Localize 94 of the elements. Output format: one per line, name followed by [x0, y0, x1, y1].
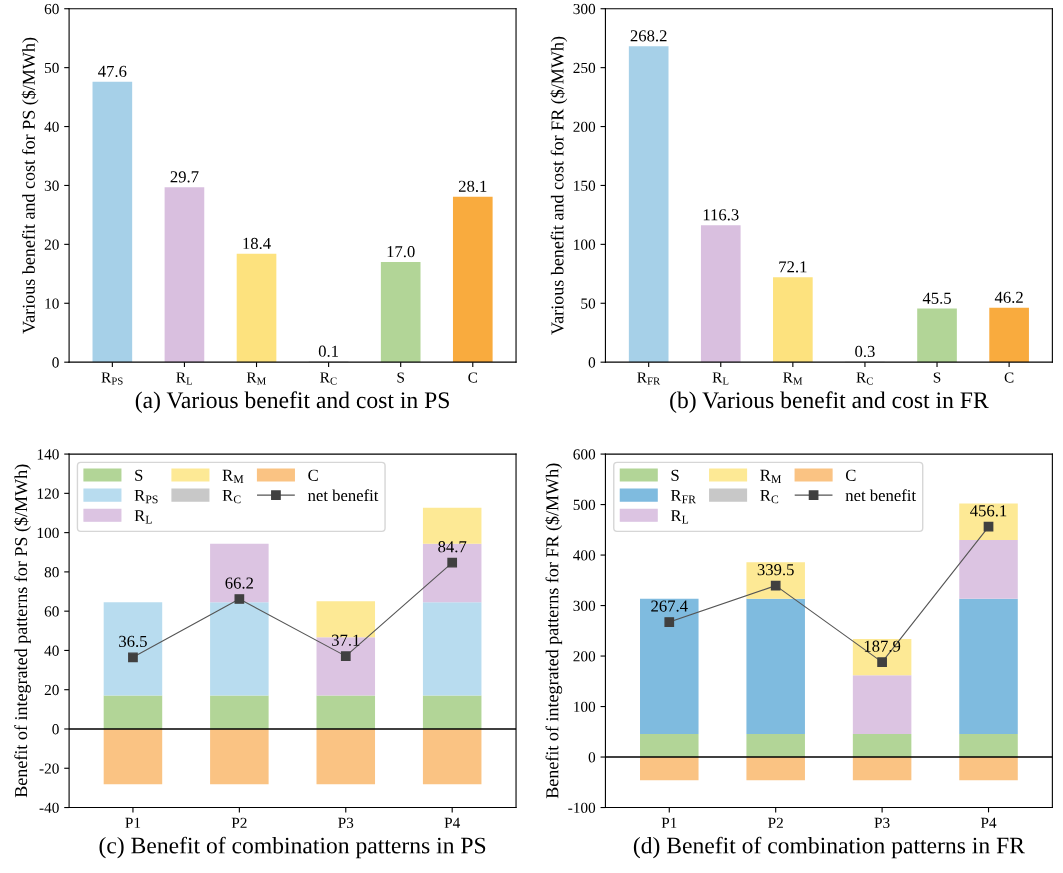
y-tick-label: 200 [573, 121, 596, 132]
y-tick-label: 300 [573, 3, 596, 15]
y-tick-label: 120 [37, 488, 59, 499]
y-tick-label: 20 [44, 239, 59, 250]
legend-label: R$_{L}$ [670, 510, 689, 524]
legend-label: net benefit [845, 489, 916, 502]
y-tick-label: 80 [44, 567, 59, 578]
y-tick-label: 140 [37, 449, 59, 460]
y-tick-label: 150 [574, 180, 596, 191]
y-axis-title: Benefit of integrated patterns for FR ($/MWh) [545, 463, 563, 799]
legend-label: S [671, 469, 679, 481]
data-label: 339.5 [757, 564, 794, 576]
data-label: 37.1 [331, 634, 360, 646]
y-tick-label: 50 [44, 62, 59, 74]
y-tick-label: 30 [44, 180, 59, 191]
data-label: 0.1 [318, 345, 339, 357]
data-label: 28.1 [458, 180, 487, 192]
y-axis-title: Various benefit and cost for PS ($/MWh) [21, 37, 39, 334]
x-tick-label: R$_{M}$ [246, 372, 266, 385]
x-tick-label: R$_{C}$ [856, 372, 873, 385]
legend-label: R$_{M}$ [222, 469, 244, 483]
data-label: 267.4 [651, 600, 688, 612]
x-tick-label: R$_{PS}$ [101, 372, 123, 385]
x-tick-label: S [933, 372, 941, 383]
y-tick-label: 10 [45, 298, 59, 309]
x-tick-label: C [468, 372, 478, 383]
data-label: 116.3 [703, 209, 739, 221]
data-label: 268.2 [630, 30, 667, 42]
y-tick-label: 20 [44, 684, 59, 696]
y-tick-label: -100 [568, 802, 596, 813]
data-label: 29.7 [170, 171, 199, 183]
y-tick-label: 0 [52, 357, 59, 368]
legend-label: S [135, 469, 143, 481]
y-tick-label: 60 [44, 606, 59, 617]
data-label: 46.2 [994, 291, 1023, 304]
data-label: 66.2 [225, 577, 254, 589]
y-tick-label: 250 [573, 62, 596, 74]
data-label: 36.5 [119, 635, 147, 648]
y-tick-label: 0 [588, 357, 596, 368]
data-label: 84.7 [438, 541, 467, 553]
y-tick-label: 200 [573, 651, 596, 662]
x-tick-label: P4 [980, 817, 997, 828]
y-axis-title: Benefit of integrated patterns for PS ($/MWh) [13, 464, 31, 798]
y-tick-label: 0 [588, 752, 596, 763]
data-label: 456.1 [970, 505, 1007, 517]
data-label: 187.9 [864, 640, 901, 652]
x-tick-label: R$_{L}$ [176, 372, 193, 385]
x-axis-title: (d) Benefit of combination patterns in FR [633, 836, 1025, 859]
y-axis-title: Various benefit and cost for FR ($/MWh) [550, 36, 568, 335]
data-label: 0.3 [855, 345, 875, 358]
data-label: 47.6 [98, 65, 127, 78]
y-tick-label: 400 [573, 550, 596, 561]
x-tick-label: P1 [661, 817, 677, 828]
y-tick-label: 0 [52, 724, 59, 735]
x-tick-label: P2 [231, 817, 247, 828]
y-tick-label: 40 [44, 645, 59, 656]
y-tick-label: 100 [37, 527, 59, 539]
y-tick-label: 300 [573, 600, 596, 612]
legend-label: C [845, 469, 856, 481]
x-tick-label: R$_{FR}$ [637, 372, 661, 385]
x-tick-label: R$_{M}$ [783, 372, 803, 385]
x-tick-label: R$_{C}$ [320, 372, 337, 385]
x-tick-label: P1 [125, 817, 141, 828]
legend-label: R$_{C}$ [222, 489, 241, 504]
y-tick-label: -40 [39, 802, 59, 813]
x-tick-label: P3 [874, 817, 890, 828]
x-axis-title: (c) Benefit of combination patterns in PS [99, 836, 486, 859]
y-tick-label: -20 [39, 763, 59, 774]
x-tick-label: C [1004, 372, 1014, 383]
legend-label: R$_{FR}$ [670, 489, 696, 504]
x-tick-label: P4 [444, 817, 461, 828]
x-tick-label: S [397, 372, 404, 383]
y-tick-label: 500 [573, 499, 596, 511]
x-axis-title: (a) Various benefit and cost in PS [135, 391, 449, 413]
data-label: 45.5 [922, 292, 951, 304]
y-tick-label: 50 [581, 298, 596, 309]
legend-label: C [308, 469, 318, 481]
data-label: 72.1 [779, 261, 807, 273]
data-label: 17.0 [387, 246, 415, 258]
legend-label: net benefit [307, 489, 379, 502]
y-tick-label: 40 [44, 121, 59, 132]
x-tick-label: P2 [768, 817, 783, 828]
x-tick-label: P3 [338, 817, 354, 828]
x-tick-label: R$_{L}$ [712, 372, 729, 385]
legend-label: R$_{M}$ [760, 469, 782, 483]
legend-label: R$_{PS}$ [134, 489, 158, 504]
x-axis-title: (b) Various benefit and cost in FR [670, 391, 989, 413]
y-tick-label: 600 [573, 449, 596, 460]
y-tick-label: 100 [574, 701, 596, 712]
data-label: 18.4 [243, 237, 271, 250]
legend-label: R$_{L}$ [134, 510, 152, 524]
y-tick-label: 100 [574, 239, 596, 250]
legend-label: R$_{C}$ [760, 489, 779, 504]
y-tick-label: 60 [44, 3, 59, 15]
